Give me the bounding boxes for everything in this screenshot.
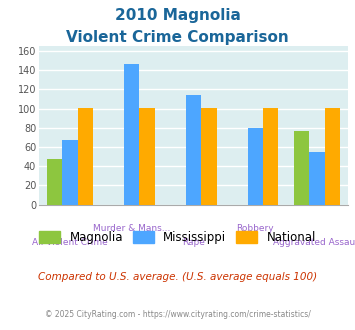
Legend: Magnolia, Mississippi, National: Magnolia, Mississippi, National (36, 227, 320, 247)
Bar (309, 152, 325, 205)
Text: All Violent Crime: All Violent Crime (32, 238, 108, 247)
Text: Compared to U.S. average. (U.S. average equals 100): Compared to U.S. average. (U.S. average … (38, 272, 317, 282)
Bar (247, 128, 263, 205)
Text: 2010 Magnolia: 2010 Magnolia (115, 8, 240, 23)
Bar (294, 131, 309, 205)
Bar (124, 64, 140, 205)
Bar (325, 108, 340, 205)
Bar (186, 95, 201, 205)
Text: © 2025 CityRating.com - https://www.cityrating.com/crime-statistics/: © 2025 CityRating.com - https://www.city… (45, 310, 310, 319)
Text: Murder & Mans...: Murder & Mans... (93, 224, 170, 233)
Text: Aggravated Assault: Aggravated Assault (273, 238, 355, 247)
Bar (263, 108, 278, 205)
Text: Violent Crime Comparison: Violent Crime Comparison (66, 30, 289, 45)
Bar (47, 158, 62, 205)
Bar (140, 108, 155, 205)
Bar (78, 108, 93, 205)
Bar (201, 108, 217, 205)
Bar (62, 140, 78, 205)
Text: Rape: Rape (182, 238, 205, 247)
Text: Robbery: Robbery (236, 224, 274, 233)
